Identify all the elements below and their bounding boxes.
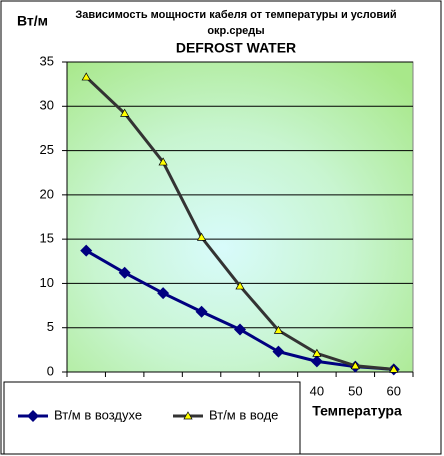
data-point bbox=[389, 364, 399, 373]
legend-label: Вт/м в воде bbox=[209, 407, 278, 422]
chart-title: Зависимость мощности кабеля от температу… bbox=[75, 9, 396, 21]
x-tick-label: 60 bbox=[387, 383, 401, 398]
data-point bbox=[81, 72, 91, 81]
data-point bbox=[195, 305, 208, 318]
legend-marker bbox=[27, 410, 39, 422]
data-point bbox=[234, 323, 246, 336]
data-point bbox=[157, 287, 170, 300]
x-tick-label: 40 bbox=[310, 383, 324, 398]
x-axis-label: Температура bbox=[312, 403, 402, 419]
y-tick-label: 35 bbox=[40, 53, 54, 68]
y-tick-label: 20 bbox=[40, 186, 54, 201]
legend-marker bbox=[183, 411, 193, 420]
x-tick-label: 50 bbox=[348, 383, 362, 398]
y-tick-label: 0 bbox=[47, 363, 54, 378]
data-point bbox=[158, 157, 168, 166]
data-point bbox=[196, 232, 207, 241]
chart-subtitle: DEFROST WATER bbox=[176, 40, 296, 56]
chart-title: окр.среды bbox=[207, 25, 264, 37]
y-tick-label: 25 bbox=[40, 142, 54, 157]
legend-label: Вт/м в воздухе bbox=[54, 407, 142, 422]
y-tick-label: 15 bbox=[40, 231, 54, 246]
data-point bbox=[118, 266, 131, 279]
data-point bbox=[235, 281, 245, 290]
data-point bbox=[273, 325, 284, 334]
legend-box bbox=[3, 381, 301, 454]
data-point bbox=[310, 355, 323, 368]
data-point bbox=[120, 108, 130, 117]
y-tick-label: 5 bbox=[47, 319, 54, 334]
data-point bbox=[80, 244, 93, 257]
y-tick-label: 10 bbox=[40, 275, 54, 290]
data-point bbox=[312, 348, 322, 357]
y-axis-label: Вт/м bbox=[17, 13, 48, 29]
data-point bbox=[350, 361, 360, 370]
y-tick-label: 30 bbox=[40, 98, 54, 113]
data-point bbox=[272, 345, 285, 358]
